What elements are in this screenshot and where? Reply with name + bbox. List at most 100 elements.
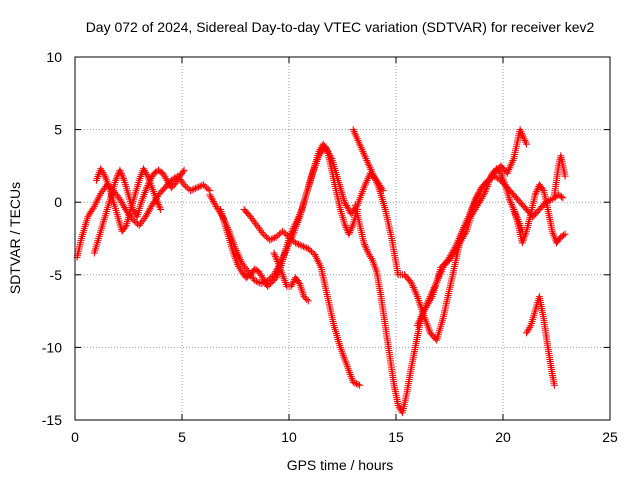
data-point [322,146,330,154]
data-point [117,197,125,205]
data-point [464,215,472,222]
data-point [455,235,463,242]
data-point [364,247,371,255]
data-point [507,160,515,168]
data-point [462,220,470,228]
data-point [298,287,306,295]
data-point [349,378,357,386]
data-point [279,227,287,235]
data-point [559,194,567,202]
data-point [198,182,206,189]
data-point [374,182,382,190]
data-point [352,133,360,141]
data-point [349,126,357,134]
data-point [423,300,431,308]
x-tick-label: 25 [602,429,618,445]
data-point [118,171,126,179]
data-point [282,230,290,238]
data-point [361,241,369,249]
data-point [146,204,154,212]
data-point [132,219,140,226]
data-point [550,381,558,389]
y-tick-label: 5 [54,122,62,138]
data-point [296,241,304,249]
data-point [191,184,199,192]
data-point [361,153,369,161]
data-point [359,147,367,155]
y-axis-label: SDTVAR / TECUs [7,182,23,294]
data-point [164,178,172,186]
data-point [521,137,529,144]
data-point [430,285,437,293]
data-point [531,191,539,199]
data-point [293,240,301,248]
series-track-2 [90,166,188,257]
data-point [266,236,274,244]
data-point [299,243,307,250]
data-point [517,127,525,135]
data-point [367,255,375,262]
data-point [361,242,369,250]
data-point [473,192,481,200]
data-point [413,291,421,299]
data-point [418,311,426,319]
data-point [351,379,359,387]
data-point [144,208,152,216]
data-point [271,252,279,260]
data-point [363,246,371,254]
data-point [346,227,354,235]
data-point [112,176,120,184]
data-point [260,277,268,285]
data-point [362,178,370,186]
data-point [152,195,160,203]
data-point [463,216,471,224]
data-point [296,211,304,218]
data-point [532,189,540,197]
data-point [518,129,526,137]
data-point [173,178,181,185]
data-point [371,175,379,183]
data-point [252,277,260,285]
data-point [321,144,329,152]
data-point [420,307,428,315]
data-point [425,296,433,304]
data-point [430,284,438,291]
data-point [141,167,149,175]
data-point [363,176,371,184]
data-point [188,186,196,194]
data-point [453,240,461,248]
data-point [283,232,291,240]
data-point [199,181,207,189]
data-point [346,229,354,236]
data-point [363,157,371,164]
data-point [409,282,417,290]
data-point [304,297,312,305]
data-point [201,182,209,190]
data-point [159,169,167,177]
data-point [369,169,376,177]
data-point [183,184,191,192]
data-point [295,278,303,286]
data-point [273,256,281,264]
data-point [344,205,352,213]
series-track-7 [270,249,312,305]
data-point [204,185,212,193]
data-point [362,244,370,252]
data-point [154,199,162,207]
data-point [297,207,305,215]
data-point [254,278,262,286]
data-point [448,248,456,256]
data-point [155,200,162,208]
data-point [409,284,417,291]
data-point [290,223,298,231]
data-point [160,171,168,179]
data-point [509,204,517,212]
data-point [395,403,403,411]
data-point [457,231,465,239]
data-point [360,239,368,247]
data-point [161,173,169,181]
data-point [285,233,293,241]
data-point [316,262,324,270]
data-point [303,296,311,303]
